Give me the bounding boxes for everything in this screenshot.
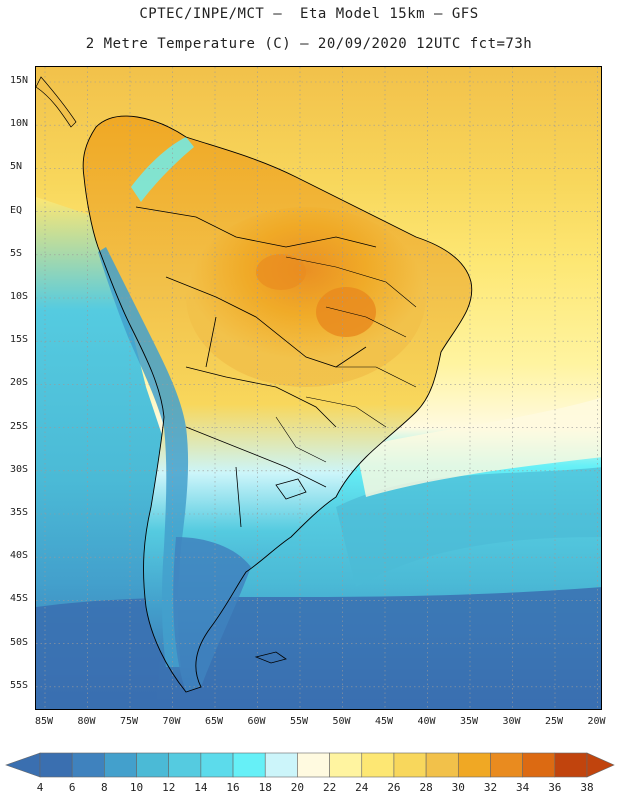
andes-cool-strip (98, 247, 189, 667)
colorbar-cell (329, 752, 363, 778)
ocean-band-warm (356, 397, 601, 497)
colorbar-label: 34 (516, 781, 530, 794)
colorbar-label: 10 (129, 781, 144, 794)
ocean-field-south (36, 587, 601, 709)
lat-label: 10S (10, 291, 29, 302)
colorbar-cell (554, 752, 588, 778)
colorbar-label: 12 (162, 781, 176, 794)
lon-label: 65W (204, 716, 224, 727)
lat-label: EQ (10, 204, 23, 216)
colorbar-label: 14 (194, 781, 208, 794)
lon-label: 20W (587, 716, 606, 727)
colorbar-label: 6 (68, 781, 76, 794)
lon-label: 35W (459, 716, 479, 727)
colorbar-cell (297, 752, 330, 778)
lat-label: 10N (10, 118, 29, 130)
colorbar-label: 38 (580, 781, 594, 794)
title-line-1: CPTEC/INPE/MCT – Eta Model 15km – GFS (139, 6, 479, 22)
state-border (275, 256, 417, 463)
lon-label: 45W (374, 716, 394, 727)
colorbar-cell (457, 752, 491, 778)
lon-label: 30W (502, 716, 521, 727)
lat-label: 20S (10, 377, 29, 389)
colorbar-label: 32 (483, 781, 498, 794)
colorbar-cell (522, 752, 556, 778)
colorbar-label: 28 (419, 781, 433, 794)
land-hot-core (186, 207, 426, 387)
island (275, 478, 307, 500)
colorbar-label: 24 (355, 781, 369, 794)
colorbar-cell (71, 752, 105, 778)
colorbar-label: 16 (226, 781, 240, 794)
lat-label: 50S (10, 636, 29, 648)
coastline (82, 115, 473, 693)
lat-label: 15S (10, 334, 29, 346)
colorbar-cell (200, 752, 234, 778)
lon-label: 25W (544, 716, 564, 727)
lat-label: 15N (10, 75, 29, 86)
colorbar-cell (39, 752, 73, 778)
lat-label: 30S (10, 463, 29, 475)
country-border (135, 206, 377, 528)
lon-label: 60W (247, 716, 266, 727)
colorbar-cell (425, 752, 459, 778)
colorbar-low-arrow (5, 752, 41, 778)
lat-label: 45S (10, 593, 29, 605)
colorbar-label: 36 (548, 781, 562, 794)
ocean-band-cool (336, 467, 601, 587)
lat-lon-grid (36, 67, 601, 709)
colorbar-cell (168, 752, 202, 778)
colorbar-label: 18 (258, 781, 272, 794)
lat-label: 40S (10, 550, 29, 562)
central-america (36, 76, 77, 128)
lat-label: 5S (10, 247, 23, 259)
colorbar-cell (361, 752, 395, 778)
patagonia-cool (173, 537, 251, 692)
lon-label: 50W (332, 716, 351, 727)
colorbar-label: 4 (36, 781, 44, 794)
colorbar-cell (490, 752, 523, 778)
lat-label: 35S (10, 507, 29, 518)
lon-label: 75W (119, 716, 139, 727)
colorbar-high-arrow (586, 752, 615, 778)
colorbar-cell (264, 752, 298, 778)
colorbar (5, 752, 615, 778)
andes-north-cool (131, 137, 194, 202)
temperature-map (35, 66, 602, 710)
land-hot-spot (256, 254, 306, 290)
lon-label: 80W (77, 716, 96, 727)
lon-label: 70W (162, 716, 181, 727)
lon-label: 85W (34, 716, 54, 727)
colorbar-label: 26 (387, 781, 401, 794)
lat-label: 55S (10, 679, 29, 691)
colorbar-cell (232, 752, 266, 778)
colorbar-label: 22 (322, 781, 337, 794)
lat-label: 25S (10, 420, 29, 432)
colorbar-cell (136, 752, 170, 778)
island (254, 651, 287, 664)
colorbar-label: 20 (290, 781, 305, 794)
lat-label: 5N (10, 161, 23, 173)
title-line-2: 2 Metre Temperature (C) – 20/09/2020 12U… (85, 36, 533, 52)
colorbar-cell (104, 752, 137, 778)
colorbar-cell (393, 752, 427, 778)
colorbar-label: 8 (101, 781, 108, 794)
colorbar-label: 30 (451, 781, 465, 794)
ocean-field-pacific (36, 197, 176, 709)
lon-label: 55W (289, 716, 309, 727)
lon-label: 40W (417, 716, 436, 727)
